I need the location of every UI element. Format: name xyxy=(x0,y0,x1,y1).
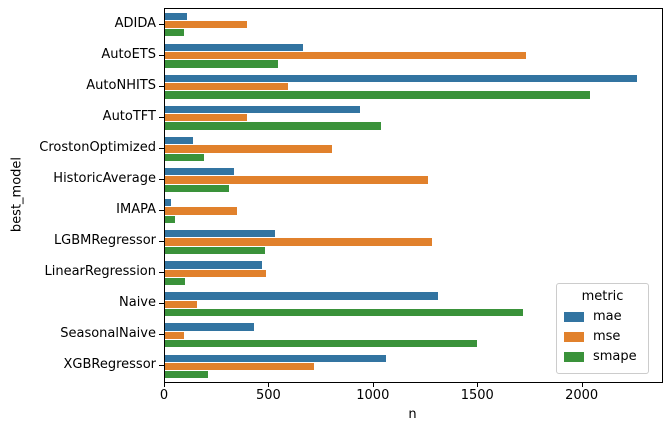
y-tick-mark xyxy=(159,178,164,180)
legend: metric mae mse smape xyxy=(556,283,649,374)
bar-CrostonOptimized-mse xyxy=(165,145,333,153)
bar-SeasonalNaive-mae xyxy=(165,323,254,331)
y-tick-label-AutoETS: AutoETS xyxy=(101,46,156,62)
x-tick-label-1500: 1500 xyxy=(460,388,494,403)
bar-AutoTFT-mse xyxy=(165,114,248,122)
bar-IMAPA-mse xyxy=(165,207,238,215)
bar-Naive-smape xyxy=(165,308,524,317)
y-tick-label-Naive: Naive xyxy=(119,295,156,311)
bar-HistoricAverage-smape xyxy=(165,184,229,192)
y-tick-label-AutoNHITS: AutoNHITS xyxy=(86,77,156,93)
bar-AutoNHITS-mae xyxy=(165,74,637,83)
y-tick-label-LinearRegression: LinearRegression xyxy=(44,264,156,280)
y-tick-label-HistoricAverage: HistoricAverage xyxy=(53,170,156,186)
legend-title: metric xyxy=(581,289,624,304)
x-axis-label: n xyxy=(408,407,417,422)
y-tick-mark xyxy=(159,210,164,212)
bar-IMAPA-mae xyxy=(165,199,172,207)
legend-label-mae: mae xyxy=(593,309,622,324)
y-tick-label-LGBMRegressor: LGBMRegressor xyxy=(53,233,156,249)
legend-entry-mse: mse xyxy=(564,327,641,347)
y-tick-mark xyxy=(159,23,164,25)
bar-ADIDA-mae xyxy=(165,12,187,20)
x-tick-mark xyxy=(268,382,270,387)
bar-LGBMRegressor-mae xyxy=(165,230,275,238)
x-tick-mark xyxy=(477,382,479,387)
bar-SeasonalNaive-smape xyxy=(165,340,478,348)
legend-entry-smape: smape xyxy=(564,347,641,367)
x-tick-label-1000: 1000 xyxy=(356,388,390,403)
y-tick-mark xyxy=(159,116,164,118)
bar-SeasonalNaive-mse xyxy=(165,331,184,339)
y-tick-mark xyxy=(159,85,164,87)
bars-layer xyxy=(165,9,662,382)
bar-AutoTFT-smape xyxy=(165,122,382,130)
legend-swatch-mse xyxy=(564,332,584,342)
legend-entry-mae: mae xyxy=(564,307,641,327)
y-tick-mark xyxy=(159,365,164,367)
y-tick-label-XGBRegressor: XGBRegressor xyxy=(63,357,157,373)
bar-AutoNHITS-mse xyxy=(165,83,289,91)
y-tick-label-SeasonalNaive: SeasonalNaive xyxy=(60,326,156,342)
x-tick-mark xyxy=(372,382,374,387)
bar-AutoETS-mae xyxy=(165,43,303,51)
bar-AutoTFT-mae xyxy=(165,105,361,114)
y-tick-mark xyxy=(159,147,164,149)
legend-label-smape: smape xyxy=(593,349,637,364)
bar-LinearRegression-mae xyxy=(165,261,263,269)
y-tick-label-CrostonOptimized: CrostonOptimized xyxy=(39,139,156,155)
y-tick-label-ADIDA: ADIDA xyxy=(114,15,156,31)
x-tick-label-2000: 2000 xyxy=(565,388,599,403)
bar-AutoNHITS-smape xyxy=(165,91,590,99)
bar-Naive-mse xyxy=(165,300,198,308)
bar-CrostonOptimized-mae xyxy=(165,136,194,145)
bar-Naive-mae xyxy=(165,292,438,300)
y-tick-label-IMAPA: IMAPA xyxy=(116,202,156,218)
bar-LGBMRegressor-mse xyxy=(165,238,433,246)
bar-HistoricAverage-mae xyxy=(165,168,234,176)
bar-ADIDA-smape xyxy=(165,29,184,37)
y-tick-mark xyxy=(159,303,164,305)
bar-LinearRegression-mse xyxy=(165,269,267,277)
bar-AutoETS-mse xyxy=(165,51,527,60)
bar-LGBMRegressor-smape xyxy=(165,246,266,255)
y-tick-labels: ADIDA AutoETS AutoNHITS AutoTFT CrostonOptim… xyxy=(0,8,156,381)
bar-XGBRegressor-mse xyxy=(165,362,315,371)
y-tick-mark xyxy=(159,54,164,56)
y-tick-label-AutoTFT: AutoTFT xyxy=(102,108,156,124)
bar-HistoricAverage-mse xyxy=(165,176,429,184)
bar-AutoETS-smape xyxy=(165,60,278,68)
bar-IMAPA-smape xyxy=(165,215,176,223)
plot-area xyxy=(164,8,663,383)
x-tick-label-500: 500 xyxy=(255,388,281,403)
y-tick-mark xyxy=(159,272,164,274)
x-tick-mark xyxy=(164,382,165,387)
bar-XGBRegressor-smape xyxy=(165,371,208,379)
legend-swatch-smape xyxy=(564,352,584,362)
legend-swatch-mae xyxy=(564,312,584,322)
x-tick-label-0: 0 xyxy=(159,388,169,403)
bar-LinearRegression-smape xyxy=(165,277,185,286)
legend-entries: mae mse smape xyxy=(564,307,641,367)
bar-XGBRegressor-mae xyxy=(165,354,387,362)
x-tick-mark xyxy=(581,382,583,387)
y-tick-mark xyxy=(159,241,164,243)
y-tick-mark xyxy=(159,334,164,336)
legend-label-mse: mse xyxy=(593,329,621,344)
bar-CrostonOptimized-smape xyxy=(165,153,204,161)
bar-ADIDA-mse xyxy=(165,20,248,29)
